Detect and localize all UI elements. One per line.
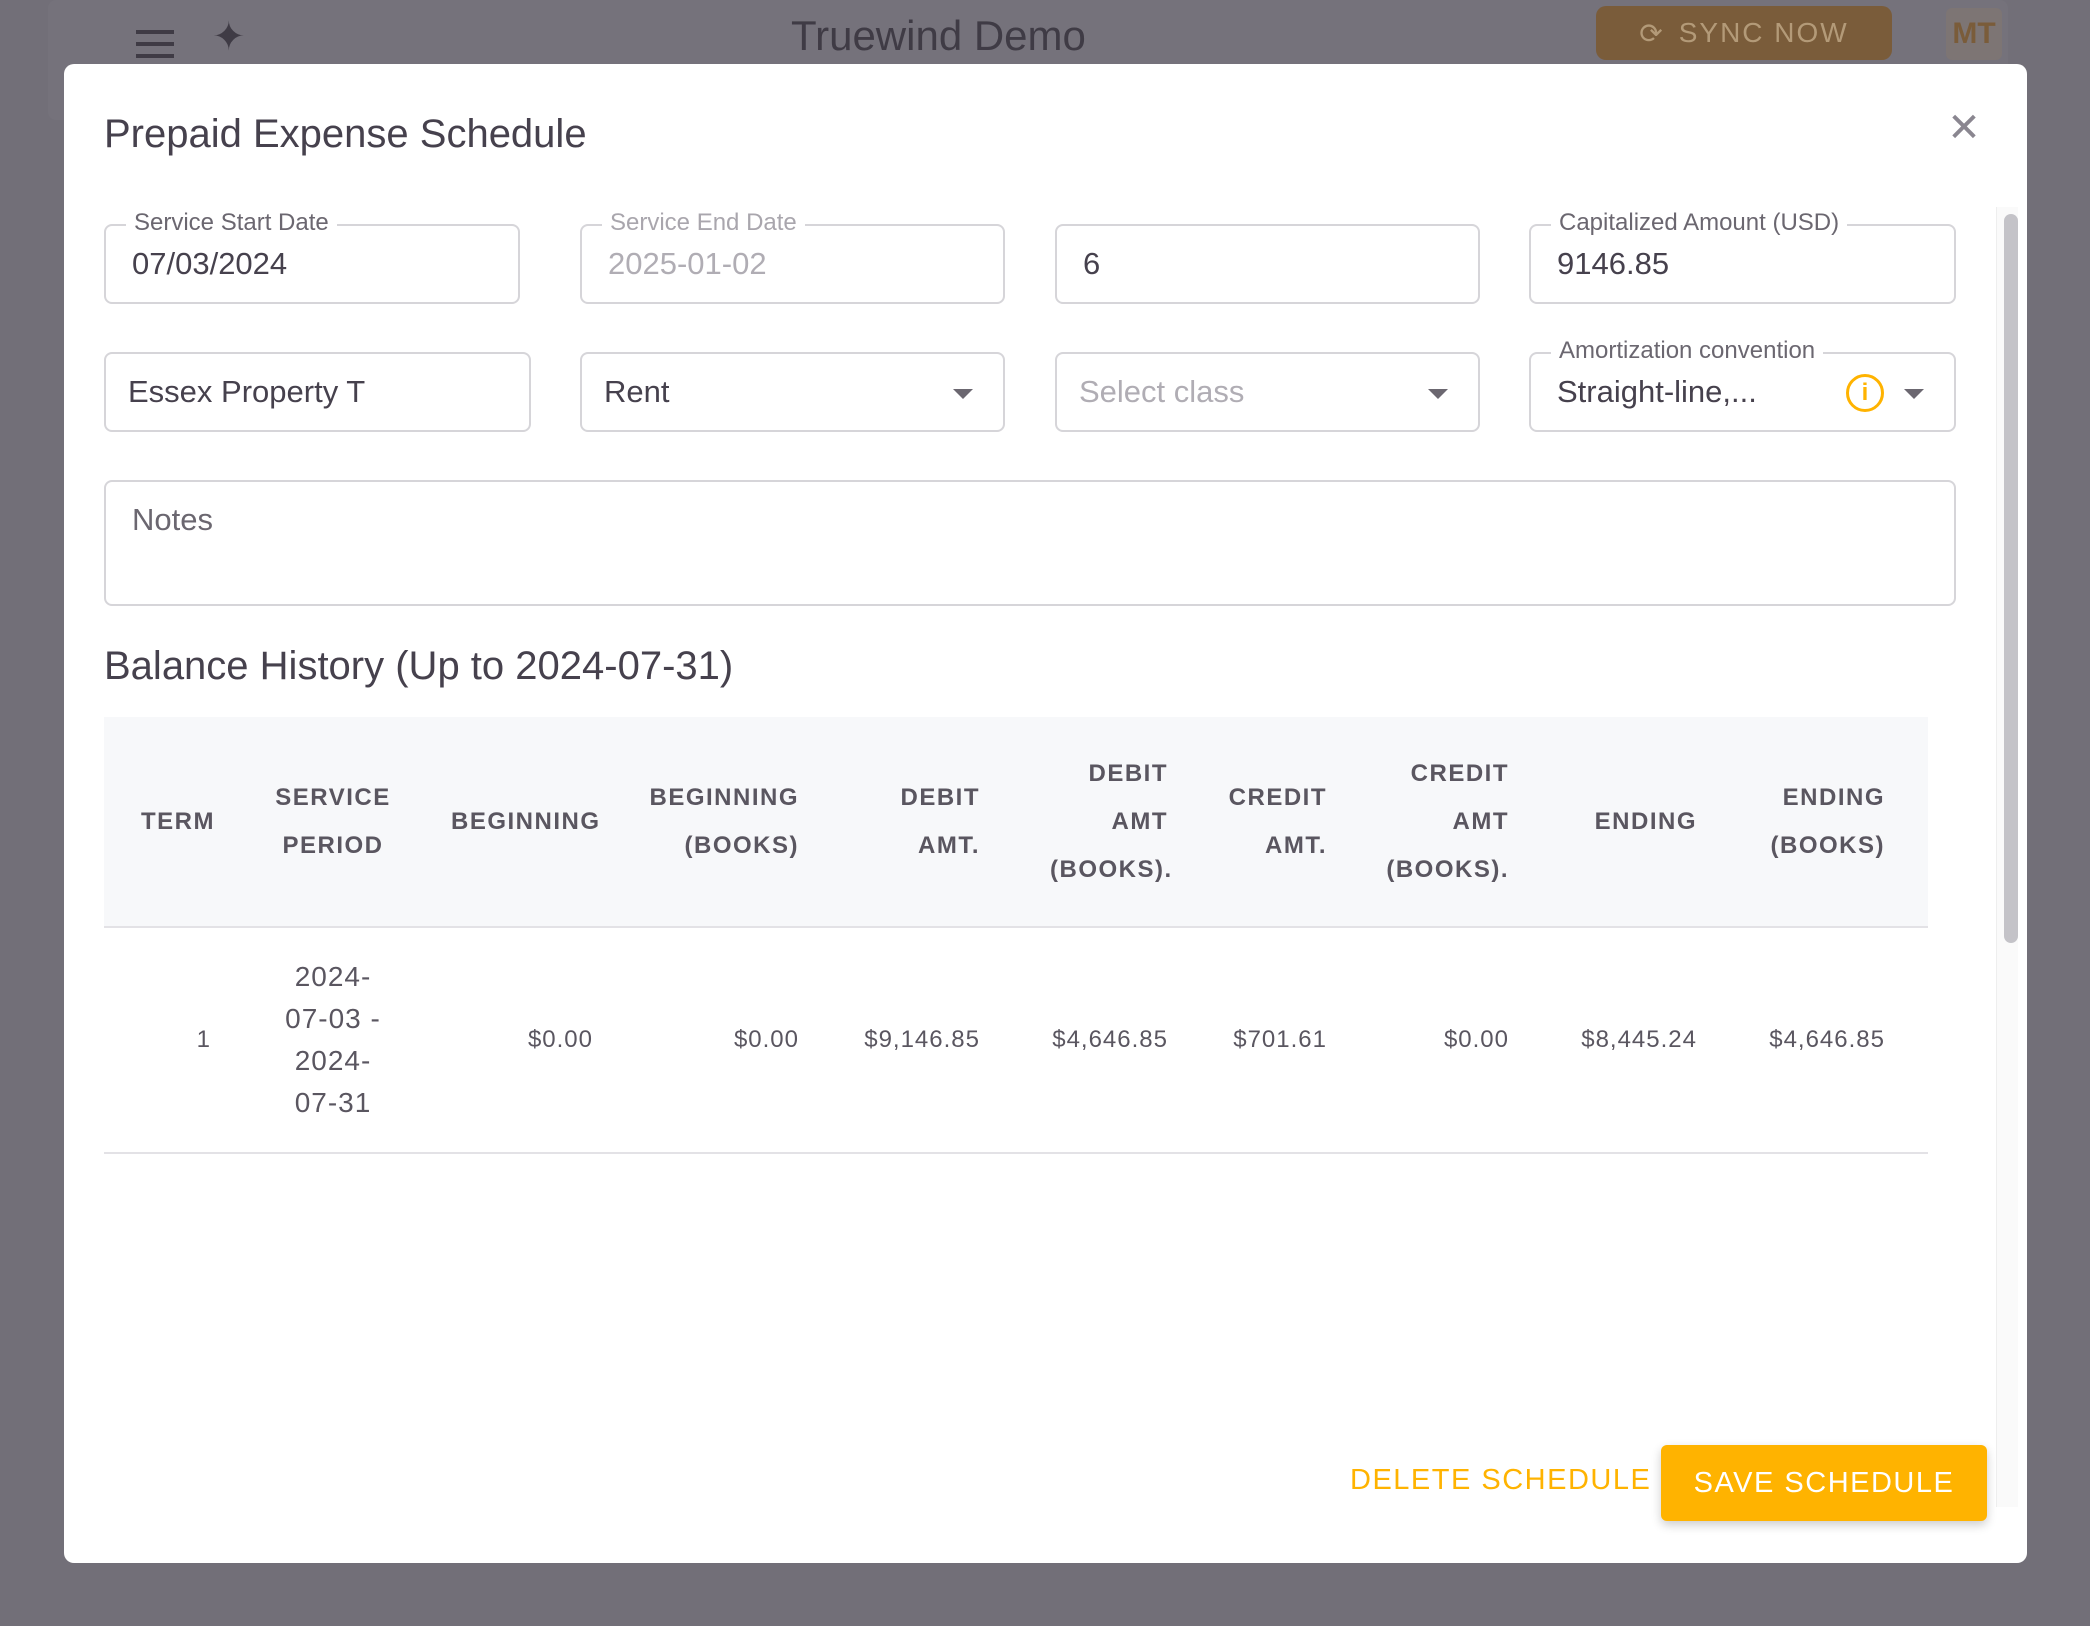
cell-debit-amt-books: $4,646.85 xyxy=(980,927,1168,1154)
header-credit-amt-books: CREDIT AMT (BOOKS). xyxy=(1327,717,1509,928)
header-beginning: BEGINNING xyxy=(451,717,599,928)
close-icon[interactable]: ✕ xyxy=(1947,106,1981,150)
header-credit-amt: CREDIT AMT. xyxy=(1168,717,1327,928)
field-value: Essex Property T xyxy=(128,374,366,409)
notes-field[interactable]: Notes xyxy=(104,480,1956,606)
balance-history-title: Balance History (Up to 2024-07-31) xyxy=(104,644,734,688)
cell-beginning: $0.00 xyxy=(451,927,593,1154)
header-debit-amt: DEBIT AMT. xyxy=(799,717,980,928)
field-value: Straight-line,... xyxy=(1557,374,1757,409)
delete-schedule-button[interactable]: DELETE SCHEDULE xyxy=(1350,1464,1652,1496)
header-service-period: SERVICE PERIOD xyxy=(215,717,451,928)
header-ending-books: ENDING (BOOKS) xyxy=(1697,717,1885,928)
header-spacer xyxy=(1885,717,1928,928)
category-select[interactable]: Rent xyxy=(580,352,1005,432)
field-value: 07/03/2024 xyxy=(132,246,288,281)
scrollbar-thumb[interactable] xyxy=(2004,214,2018,943)
field-label: Capitalized Amount (USD) xyxy=(1551,209,1848,237)
field-label: Amortization convention xyxy=(1551,337,1824,365)
cell-credit-amt-books: $0.00 xyxy=(1327,927,1509,1154)
vendor-field[interactable]: Essex Property T xyxy=(104,352,531,432)
header-beginning-books: BEGINNING (BOOKS) xyxy=(593,717,799,928)
cell-ending-books: $4,646.85 xyxy=(1697,927,1885,1154)
chevron-down-icon xyxy=(953,389,973,399)
sync-icon: ⟳ xyxy=(1639,17,1665,49)
cell-service-period: 2024-07-03 - 2024-07-31 xyxy=(215,927,451,1154)
field-label: Service End Date xyxy=(602,209,805,237)
sync-label: SYNC NOW xyxy=(1678,17,1849,48)
cell-ending: $8,445.24 xyxy=(1509,927,1697,1154)
capitalized-amount-field[interactable]: Capitalized Amount (USD) 9146.85 xyxy=(1529,209,1956,304)
field-label: Service Start Date xyxy=(126,209,337,237)
table-row: 1 2024-07-03 - 2024-07-31 $0.00 $0.00 $9… xyxy=(104,927,1928,1154)
field-value: 9146.85 xyxy=(1557,246,1670,281)
logo-icon: ✦ xyxy=(212,15,246,59)
header-term: TERM xyxy=(104,717,215,928)
amortization-convention-select[interactable]: Amortization convention Straight-line,..… xyxy=(1529,337,1956,432)
notes-placeholder: Notes xyxy=(132,502,213,537)
header-debit-amt-books: DEBIT AMT (BOOKS). xyxy=(980,717,1171,928)
sync-now-button[interactable]: ⟳ SYNC NOW xyxy=(1596,6,1892,60)
header-ending: ENDING xyxy=(1509,717,1697,928)
menu-icon[interactable] xyxy=(136,30,174,34)
avatar[interactable]: MT xyxy=(1946,8,2002,60)
prepaid-expense-dialog: Prepaid Expense Schedule ✕ Service Start… xyxy=(64,64,2027,1563)
cell-spacer xyxy=(1885,927,1928,1154)
class-select[interactable]: Select class xyxy=(1055,352,1480,432)
service-end-date-field: Service End Date 2025-01-02 xyxy=(580,209,1005,304)
cell-credit-amt: $701.61 xyxy=(1168,927,1327,1154)
app-title: Truewind Demo xyxy=(791,12,1086,59)
balance-history-table: TERM SERVICE PERIOD BEGINNING BEGINNING … xyxy=(104,717,1956,1517)
chevron-down-icon xyxy=(1428,389,1448,399)
field-value: Rent xyxy=(604,374,670,409)
field-placeholder: Select class xyxy=(1079,374,1245,409)
table-header-row: TERM SERVICE PERIOD BEGINNING BEGINNING … xyxy=(104,717,1928,928)
dialog-title: Prepaid Expense Schedule xyxy=(104,112,587,156)
app-header: ✦ Truewind Demo ⟳ SYNC NOW MT xyxy=(48,0,2008,120)
service-start-date-field[interactable]: Service Start Date 07/03/2024 xyxy=(104,209,520,304)
field-value: 6 xyxy=(1083,246,1101,281)
save-schedule-button[interactable]: SAVE SCHEDULE xyxy=(1661,1445,1987,1521)
cell-debit-amt: $9,146.85 xyxy=(799,927,980,1154)
chevron-down-icon xyxy=(1904,389,1924,399)
cell-beginning-books: $0.00 xyxy=(593,927,799,1154)
field-value: 2025-01-02 xyxy=(608,246,767,281)
info-icon[interactable]: i xyxy=(1846,374,1884,412)
term-field[interactable]: 6 xyxy=(1055,224,1480,304)
cell-term: 1 xyxy=(104,927,215,1154)
